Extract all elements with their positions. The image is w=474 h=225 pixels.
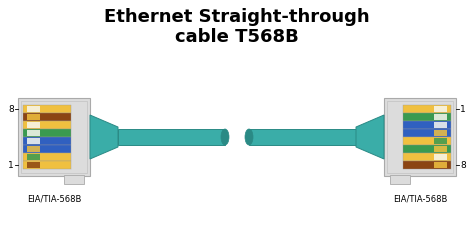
Ellipse shape	[221, 129, 229, 145]
Bar	[434, 123, 447, 128]
Bar	[118, 129, 225, 145]
Text: EIA/TIA-568B: EIA/TIA-568B	[27, 194, 81, 203]
Bar	[403, 129, 451, 137]
Bar	[403, 137, 451, 145]
Bar	[403, 106, 451, 169]
Bar	[23, 122, 71, 129]
Bar	[27, 123, 40, 128]
Bar	[27, 115, 40, 120]
Text: Ethernet Straight-through: Ethernet Straight-through	[104, 8, 370, 26]
Bar	[403, 122, 451, 129]
Bar	[403, 113, 451, 122]
Bar	[27, 163, 40, 168]
Bar	[27, 131, 40, 136]
Bar	[23, 161, 71, 169]
Text: 8: 8	[460, 161, 466, 170]
Bar	[23, 113, 71, 122]
Bar	[27, 147, 40, 152]
Bar	[434, 147, 447, 152]
Text: EIA/TIA-568B: EIA/TIA-568B	[393, 194, 447, 203]
Bar	[403, 161, 451, 169]
Bar	[384, 99, 456, 176]
Bar	[27, 139, 40, 144]
Bar	[23, 106, 71, 113]
Bar	[27, 107, 40, 112]
Bar	[434, 163, 447, 168]
Bar	[249, 129, 356, 145]
Polygon shape	[90, 115, 118, 159]
Text: 8: 8	[8, 105, 14, 114]
Bar	[64, 175, 84, 184]
Bar	[23, 137, 71, 145]
Bar	[434, 107, 447, 112]
Polygon shape	[356, 115, 384, 159]
Bar	[403, 153, 451, 161]
Bar	[387, 101, 453, 173]
Bar	[434, 139, 447, 144]
Bar	[23, 145, 71, 153]
Bar	[403, 145, 451, 153]
Text: cable T568B: cable T568B	[175, 28, 299, 46]
Bar	[21, 101, 87, 173]
Bar	[403, 106, 451, 113]
Bar	[23, 153, 71, 161]
Ellipse shape	[245, 129, 253, 145]
Text: 1: 1	[8, 161, 14, 170]
Bar	[23, 106, 71, 169]
Bar	[23, 129, 71, 137]
Bar	[434, 131, 447, 136]
Bar	[27, 155, 40, 160]
Bar	[434, 155, 447, 160]
Text: 1: 1	[460, 105, 466, 114]
Bar	[18, 99, 90, 176]
Bar	[434, 115, 447, 120]
Bar	[390, 175, 410, 184]
